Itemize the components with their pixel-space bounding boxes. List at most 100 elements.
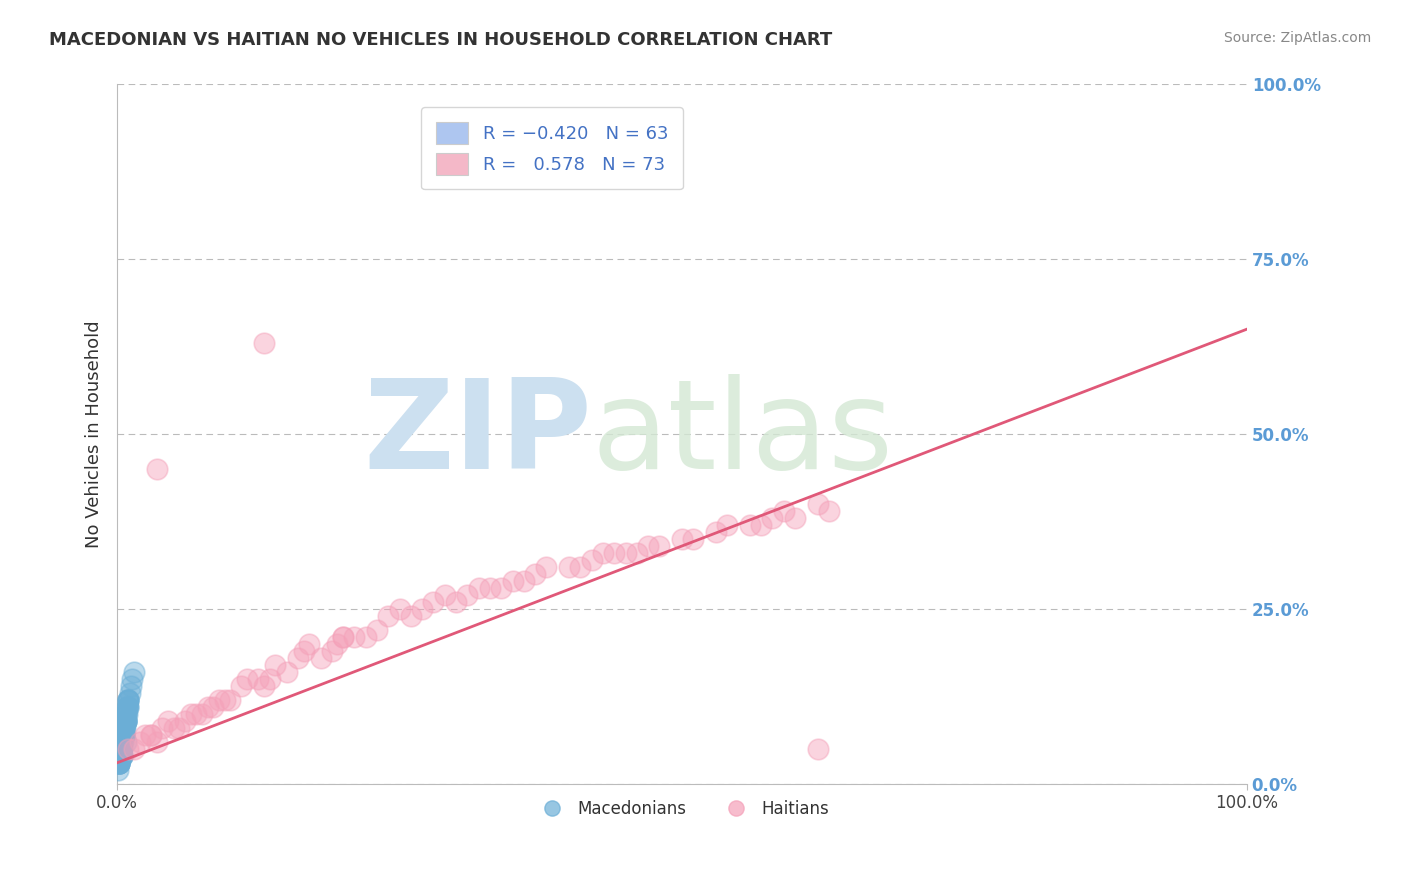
Point	[433, 588, 456, 602]
Point	[115, 706, 138, 721]
Point	[108, 756, 131, 770]
Point	[704, 524, 727, 539]
Point	[247, 672, 270, 686]
Point	[150, 721, 173, 735]
Point	[111, 728, 134, 742]
Point	[236, 672, 259, 686]
Point	[117, 699, 139, 714]
Point	[110, 741, 132, 756]
Point	[114, 721, 136, 735]
Point	[806, 497, 828, 511]
Point	[569, 560, 592, 574]
Point	[110, 741, 132, 756]
Point	[276, 665, 298, 679]
Point	[806, 741, 828, 756]
Point	[115, 714, 138, 728]
Point	[231, 679, 253, 693]
Text: MACEDONIAN VS HAITIAN NO VEHICLES IN HOUSEHOLD CORRELATION CHART: MACEDONIAN VS HAITIAN NO VEHICLES IN HOU…	[49, 31, 832, 49]
Point	[117, 706, 139, 721]
Point	[111, 735, 134, 749]
Point	[783, 511, 806, 525]
Point	[117, 693, 139, 707]
Point	[169, 721, 191, 735]
Point	[772, 504, 794, 518]
Point	[444, 595, 467, 609]
Point	[112, 728, 135, 742]
Point	[117, 693, 139, 707]
Point	[112, 721, 135, 735]
Point	[117, 741, 139, 756]
Point	[592, 546, 614, 560]
Point	[110, 741, 132, 756]
Text: ZIP: ZIP	[363, 374, 592, 494]
Point	[134, 728, 156, 742]
Point	[111, 721, 134, 735]
Point	[682, 532, 704, 546]
Point	[603, 546, 626, 560]
Point	[163, 721, 186, 735]
Point	[186, 706, 208, 721]
Point	[614, 546, 637, 560]
Point	[139, 728, 162, 742]
Point	[115, 714, 138, 728]
Point	[377, 608, 399, 623]
Point	[110, 741, 132, 756]
Point	[202, 699, 225, 714]
Point	[326, 637, 349, 651]
Point	[107, 748, 129, 763]
Point	[115, 706, 138, 721]
Point	[112, 728, 135, 742]
Point	[110, 748, 132, 763]
Point	[180, 706, 202, 721]
Point	[111, 748, 134, 763]
Point	[115, 714, 138, 728]
Point	[671, 532, 693, 546]
Point	[208, 693, 231, 707]
Point	[111, 728, 134, 742]
Point	[110, 741, 132, 756]
Point	[259, 672, 281, 686]
Point	[115, 735, 138, 749]
Point	[253, 336, 276, 351]
Point	[761, 511, 783, 525]
Point	[749, 518, 772, 533]
Point	[456, 588, 478, 602]
Y-axis label: No Vehicles in Household: No Vehicles in Household	[86, 320, 103, 548]
Point	[139, 728, 162, 742]
Point	[108, 756, 131, 770]
Point	[111, 748, 134, 763]
Point	[502, 574, 524, 588]
Point	[157, 714, 180, 728]
Point	[112, 728, 135, 742]
Point	[637, 539, 659, 553]
Point	[197, 699, 219, 714]
Point	[120, 679, 142, 693]
Point	[110, 741, 132, 756]
Point	[108, 748, 131, 763]
Point	[111, 735, 134, 749]
Point	[111, 735, 134, 749]
Point	[354, 630, 377, 644]
Point	[491, 581, 513, 595]
Point	[478, 581, 501, 595]
Point	[214, 693, 236, 707]
Point	[626, 546, 648, 560]
Point	[145, 735, 167, 749]
Point	[128, 735, 150, 749]
Point	[321, 644, 343, 658]
Point	[117, 699, 139, 714]
Legend: Macedonians, Haitians: Macedonians, Haitians	[529, 793, 835, 824]
Point	[558, 560, 581, 574]
Point	[112, 721, 135, 735]
Point	[112, 721, 135, 735]
Point	[111, 714, 134, 728]
Point	[115, 714, 138, 728]
Point	[108, 756, 131, 770]
Point	[108, 756, 131, 770]
Point	[117, 699, 139, 714]
Point	[191, 706, 214, 721]
Point	[174, 714, 197, 728]
Point	[112, 728, 135, 742]
Point	[110, 741, 132, 756]
Point	[388, 602, 411, 616]
